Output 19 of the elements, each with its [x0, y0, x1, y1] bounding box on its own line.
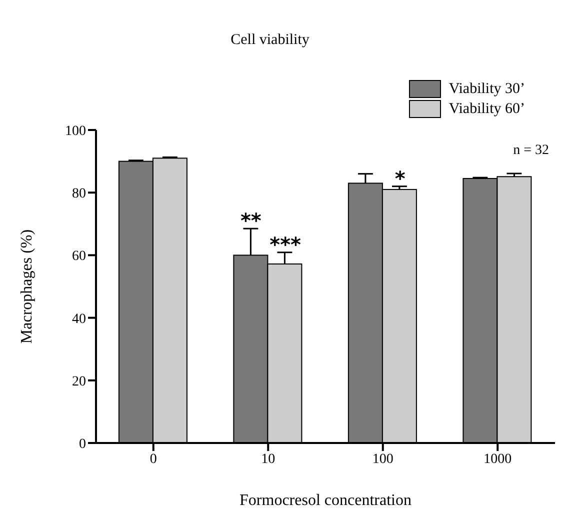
chart-title: Cell viability	[230, 32, 310, 49]
y-tick-label: 60	[72, 249, 86, 264]
annotation: **	[240, 208, 262, 233]
legend-label: Viability 30’	[448, 80, 525, 98]
annotation: *	[394, 166, 406, 190]
legend-label: Viability 60’	[448, 100, 525, 118]
y-axis-title: Macrophages (%)	[18, 229, 36, 344]
annotation: n = 32	[513, 143, 549, 158]
x-tick-label: 1000	[484, 452, 512, 467]
annotation: ***	[270, 232, 302, 256]
y-tick-label: 20	[72, 374, 86, 390]
x-tick-label: 100	[372, 452, 394, 467]
x-axis-title: Formocresol concentration	[240, 492, 412, 509]
x-tick-label: 0	[150, 452, 157, 467]
x-tick-label: 10	[261, 452, 276, 467]
y-tick-label: 0	[79, 436, 86, 452]
y-tick-label: 40	[72, 312, 86, 327]
y-tick-label: 80	[72, 186, 86, 202]
y-tick-label: 100	[65, 124, 86, 139]
